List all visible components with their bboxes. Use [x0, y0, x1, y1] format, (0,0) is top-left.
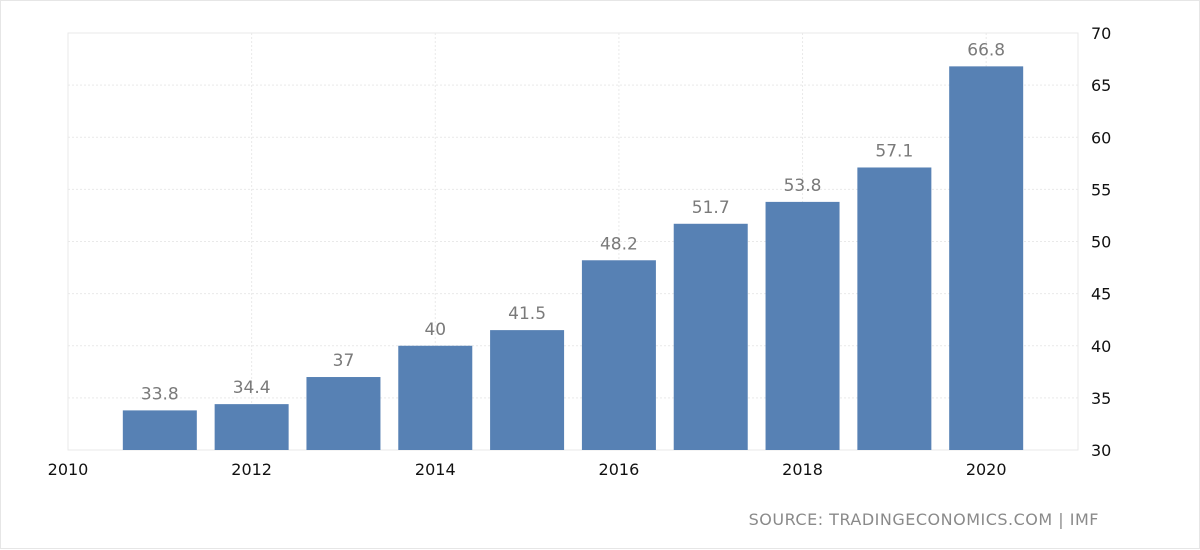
- x-tick-label: 2014: [415, 460, 456, 479]
- source-label: SOURCE: TRADINGECONOMICS.COM | IMF: [749, 510, 1099, 529]
- bar[interactable]: [857, 167, 932, 451]
- x-axis: 2010 2012 2014 2016 2018 2020: [48, 460, 1007, 479]
- bar[interactable]: [765, 201, 840, 450]
- bar[interactable]: [122, 410, 197, 450]
- data-label: 53.8: [784, 176, 822, 196]
- x-tick-label: 2018: [782, 460, 823, 479]
- data-label: 48.2: [600, 234, 638, 254]
- data-label: 51.7: [692, 198, 730, 218]
- label-layer: 33.8 34.4 37 40 41.5 48.2 51.7 53.8 57.1 66.8: [141, 40, 1005, 404]
- y-tick-label: 50: [1091, 233, 1111, 252]
- bar[interactable]: [306, 377, 381, 450]
- x-tick-label: 2016: [599, 460, 640, 479]
- x-tick-label: 2020: [966, 460, 1007, 479]
- bar[interactable]: [581, 260, 656, 450]
- y-tick-label: 70: [1091, 24, 1111, 43]
- y-tick-label: 40: [1091, 337, 1111, 356]
- y-axis: 30 35 40 45 50 55 60 65 70: [1091, 24, 1111, 460]
- bar-layer: [122, 66, 1024, 451]
- data-label: 37: [333, 351, 355, 371]
- bar[interactable]: [673, 223, 748, 450]
- bar[interactable]: [490, 330, 565, 450]
- data-label: 41.5: [508, 304, 546, 324]
- y-tick-label: 45: [1091, 285, 1111, 304]
- y-tick-label: 30: [1091, 441, 1111, 460]
- y-tick-label: 60: [1091, 128, 1111, 147]
- data-label: 40: [424, 320, 446, 340]
- data-label: 34.4: [233, 378, 271, 398]
- data-label: 66.8: [967, 40, 1005, 60]
- data-label: 57.1: [875, 141, 913, 161]
- data-label: 33.8: [141, 384, 179, 404]
- x-tick-label: 2010: [48, 460, 89, 479]
- bar[interactable]: [949, 66, 1024, 451]
- y-tick-label: 35: [1091, 389, 1111, 408]
- y-tick-label: 65: [1091, 76, 1111, 95]
- bar[interactable]: [214, 404, 289, 450]
- bar[interactable]: [398, 345, 473, 450]
- x-tick-label: 2012: [231, 460, 272, 479]
- y-tick-label: 55: [1091, 180, 1111, 199]
